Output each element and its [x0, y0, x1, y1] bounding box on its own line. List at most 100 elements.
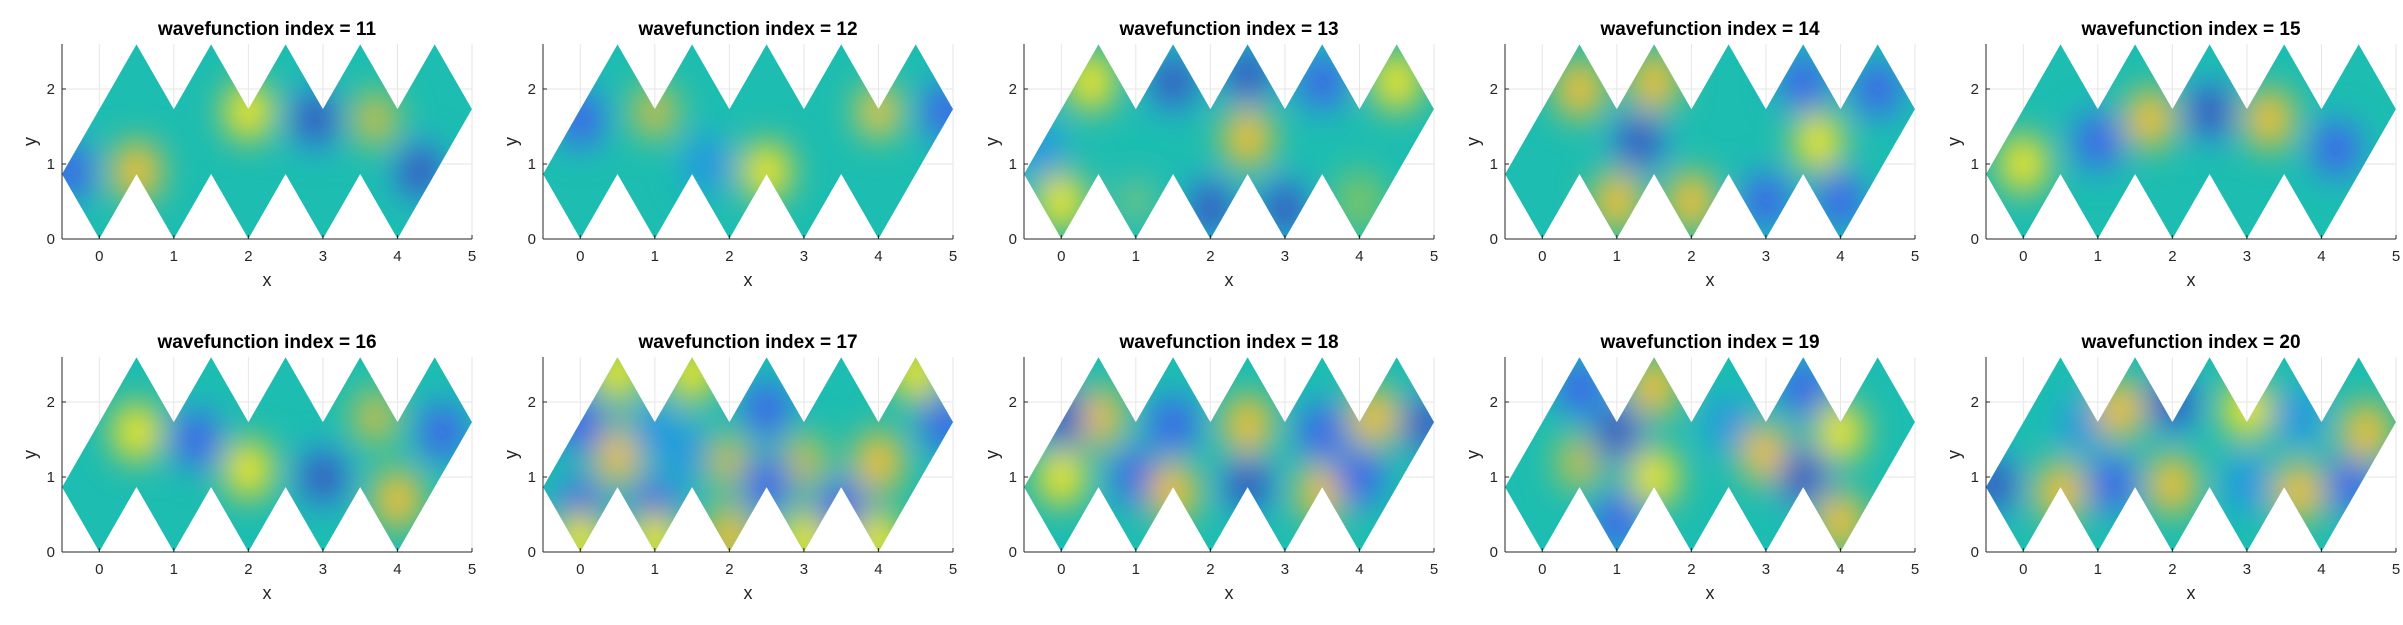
x-tick-label: 2: [1206, 248, 1214, 265]
field-extremum: [863, 442, 894, 482]
field-extremum: [2097, 465, 2128, 504]
x-tick-label: 3: [1762, 561, 1770, 578]
y-tick-label: 0: [1971, 231, 1979, 248]
field-extremum: [1639, 62, 1670, 101]
field-extremum: [1195, 189, 1226, 229]
x-tick-label: 2: [1687, 248, 1695, 265]
x-tick-label: 0: [576, 248, 584, 265]
y-tick-label: 0: [528, 544, 536, 561]
field-extremum: [1344, 457, 1375, 497]
x-tick-label: 5: [1430, 248, 1438, 265]
y-axis-label: y: [1463, 137, 1483, 146]
y-tick-label: 2: [1009, 394, 1017, 411]
field-extremum: [1564, 69, 1595, 109]
field-extremum: [1381, 62, 1412, 101]
x-tick-label: 5: [468, 561, 476, 578]
y-axis-label: y: [1463, 450, 1483, 459]
x-axis-label: x: [263, 583, 272, 603]
x-tick-label: 1: [170, 561, 178, 578]
x-tick-label: 0: [2019, 561, 2027, 578]
field-extremum: [1788, 62, 1819, 101]
y-tick-label: 0: [1009, 231, 1017, 248]
field-extremum: [2105, 390, 2136, 429]
x-tick-label: 2: [244, 561, 252, 578]
y-tick-label: 0: [1490, 231, 1498, 248]
x-tick-label: 1: [2094, 561, 2102, 578]
field-extremum: [1307, 412, 1338, 452]
field-extremum: [1639, 457, 1670, 497]
field-extremum: [1158, 405, 1189, 444]
field-extremum: [1825, 182, 1856, 221]
field-extremum: [382, 480, 413, 519]
x-tick-label: 0: [576, 561, 584, 578]
field-extremum: [1601, 502, 1632, 542]
field-extremum: [1624, 122, 1655, 161]
x-tick-label: 1: [170, 248, 178, 265]
field-extremum: [1232, 405, 1263, 444]
field-extremum: [404, 152, 435, 191]
x-tick-label: 5: [2392, 561, 2400, 578]
x-tick-label: 5: [949, 561, 957, 578]
x-tick-label: 5: [949, 248, 957, 265]
field-extremum: [1232, 118, 1263, 158]
field-extremum: [2351, 412, 2382, 452]
wavefunction-field: [62, 44, 472, 240]
y-axis-label: y: [20, 137, 40, 146]
field-extremum: [1076, 62, 1107, 101]
field-extremum: [1083, 397, 1114, 437]
field-extremum: [1788, 457, 1819, 497]
domain-fill: [543, 44, 953, 240]
x-tick-label: 2: [1206, 561, 1214, 578]
field-extremum: [1825, 412, 1856, 452]
x-tick-label: 1: [1132, 248, 1140, 265]
x-tick-label: 4: [874, 248, 882, 265]
x-tick-label: 0: [1538, 561, 1546, 578]
y-tick-label: 2: [1490, 394, 1498, 411]
y-axis-label: y: [501, 450, 521, 459]
y-tick-label: 2: [1009, 81, 1017, 98]
y-tick-label: 0: [47, 544, 55, 561]
field-extremum: [751, 465, 782, 504]
x-tick-label: 0: [2019, 248, 2027, 265]
field-extremum: [1825, 502, 1856, 542]
y-tick-label: 1: [1971, 469, 1979, 486]
field-extremum: [1270, 189, 1300, 229]
y-tick-label: 2: [528, 81, 536, 98]
subplot-title: wavefunction index = 19: [1599, 332, 1819, 353]
y-tick-label: 1: [47, 469, 55, 486]
y-tick-label: 2: [1971, 81, 1979, 98]
field-extremum: [2321, 129, 2352, 169]
x-tick-label: 1: [651, 248, 659, 265]
field-extremum: [1751, 182, 1781, 221]
x-tick-label: 3: [1281, 248, 1289, 265]
x-tick-label: 4: [2317, 561, 2325, 578]
y-tick-label: 2: [1971, 394, 1979, 411]
y-tick-label: 2: [528, 394, 536, 411]
field-extremum: [1676, 182, 1707, 221]
x-tick-label: 3: [2243, 248, 2251, 265]
field-extremum: [677, 435, 707, 474]
x-tick-label: 2: [725, 561, 733, 578]
field-extremum: [1601, 182, 1632, 221]
x-tick-label: 3: [800, 561, 808, 578]
field-extremum: [181, 420, 212, 459]
field-extremum: [751, 152, 782, 191]
x-tick-label: 4: [1836, 561, 1844, 578]
field-extremum: [300, 99, 331, 139]
field-extremum: [121, 152, 152, 191]
wavefunction-field: [1986, 44, 2396, 240]
x-tick-label: 5: [1430, 561, 1438, 578]
x-tick-label: 2: [2168, 561, 2176, 578]
y-tick-label: 2: [47, 81, 55, 98]
field-extremum: [2254, 99, 2285, 139]
y-tick-label: 1: [1009, 156, 1017, 173]
x-tick-label: 3: [319, 248, 327, 265]
x-tick-label: 4: [1836, 248, 1844, 265]
x-tick-label: 3: [1762, 248, 1770, 265]
